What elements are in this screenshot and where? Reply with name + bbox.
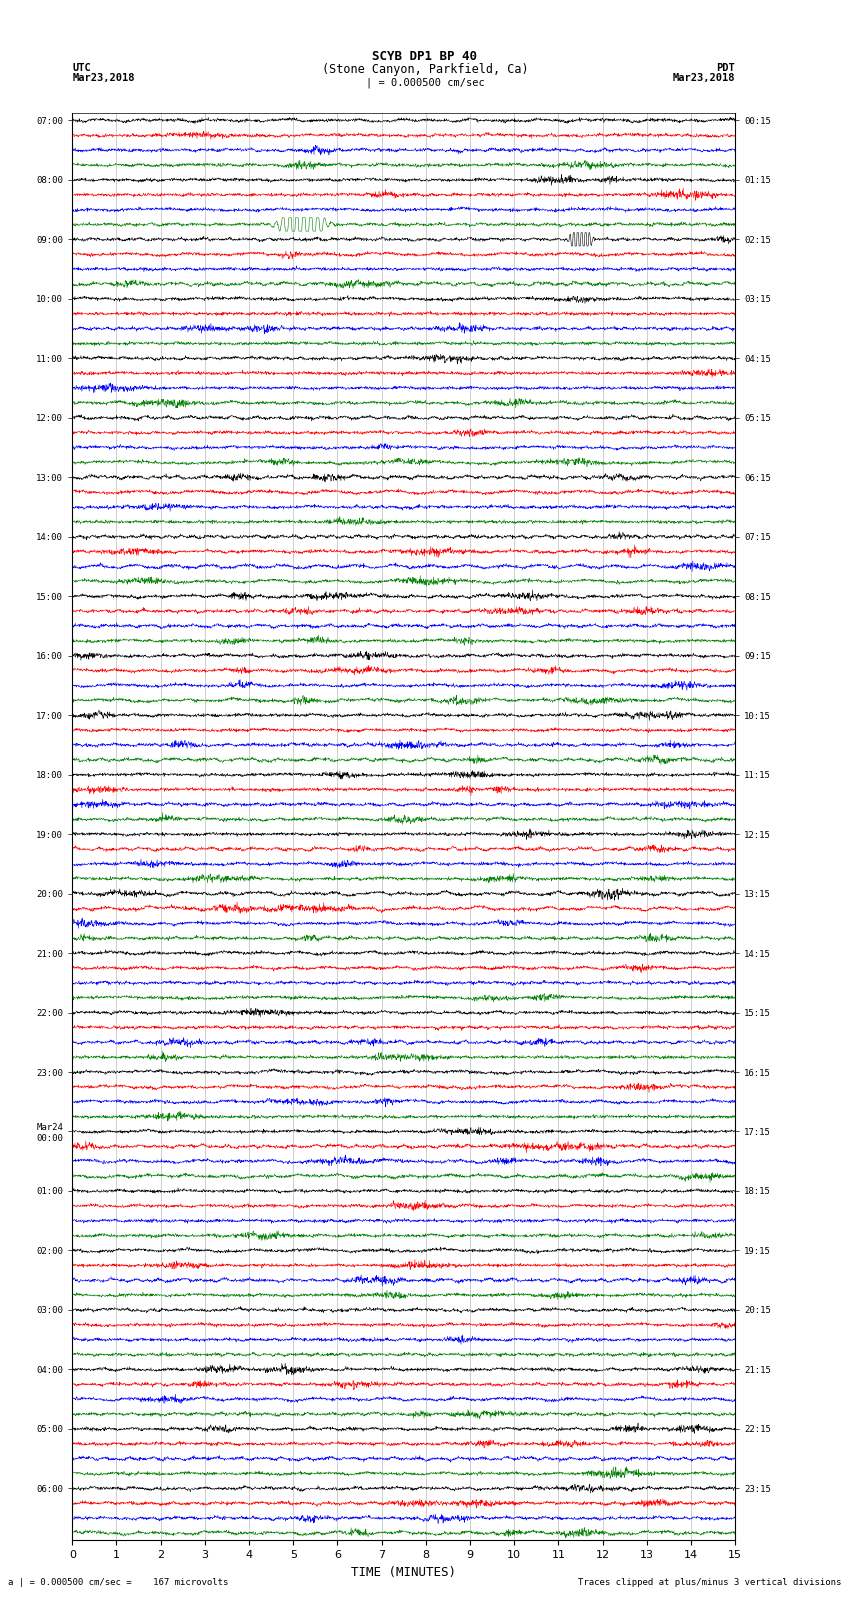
Text: (Stone Canyon, Parkfield, Ca): (Stone Canyon, Parkfield, Ca) bbox=[321, 63, 529, 76]
Text: SCYB DP1 BP 40: SCYB DP1 BP 40 bbox=[372, 50, 478, 63]
Text: Mar23,2018: Mar23,2018 bbox=[72, 73, 135, 82]
Text: PDT: PDT bbox=[717, 63, 735, 73]
Text: UTC: UTC bbox=[72, 63, 91, 73]
Text: a | = 0.000500 cm/sec =    167 microvolts: a | = 0.000500 cm/sec = 167 microvolts bbox=[8, 1578, 229, 1587]
Text: Traces clipped at plus/minus 3 vertical divisions: Traces clipped at plus/minus 3 vertical … bbox=[578, 1578, 842, 1587]
Text: | = 0.000500 cm/sec: | = 0.000500 cm/sec bbox=[366, 77, 484, 89]
Text: Mar23,2018: Mar23,2018 bbox=[672, 73, 735, 82]
X-axis label: TIME (MINUTES): TIME (MINUTES) bbox=[351, 1566, 456, 1579]
